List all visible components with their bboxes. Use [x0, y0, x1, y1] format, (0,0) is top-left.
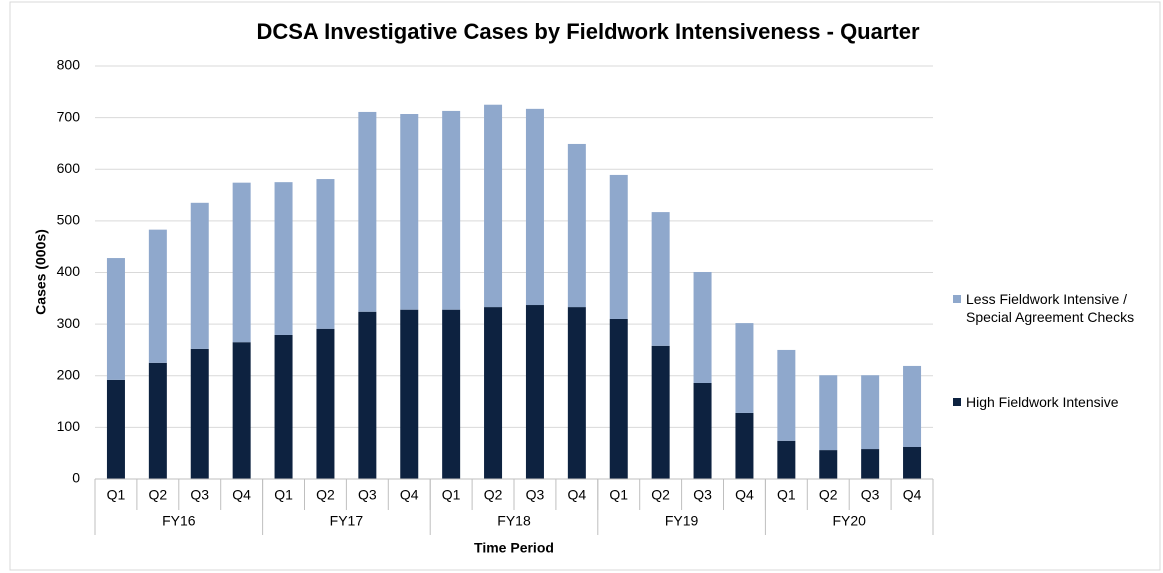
chart-title: DCSA Investigative Cases by Fieldwork In… — [256, 19, 920, 44]
bar-segment — [106, 258, 125, 380]
bar-segment — [693, 382, 712, 479]
bar-segment — [735, 323, 754, 413]
bar-segment — [190, 202, 209, 349]
bar-segment — [609, 318, 628, 479]
bar-segment — [819, 450, 838, 479]
y-tick-label: 500 — [57, 212, 81, 228]
x-tick-label: Q2 — [149, 487, 168, 503]
bar-segment — [693, 271, 712, 383]
y-axis-label: Cases (000s) — [33, 229, 49, 315]
x-tick-label: Q1 — [442, 487, 461, 503]
bar-segment — [735, 412, 754, 479]
y-tick-label: 800 — [57, 57, 81, 73]
bar-segment — [861, 375, 880, 450]
bar-segment — [567, 143, 586, 308]
y-tick-label: 400 — [57, 263, 81, 279]
y-tick-label: 700 — [57, 108, 81, 124]
bar-segment — [316, 179, 335, 329]
bar-segment — [777, 440, 796, 479]
bar-segment — [442, 309, 461, 479]
x-tick-label: Q2 — [819, 487, 838, 503]
group-label: FY20 — [832, 513, 866, 529]
x-tick-label: Q1 — [609, 487, 628, 503]
x-tick-label: Q4 — [232, 487, 251, 503]
bar-segment — [651, 212, 670, 346]
group-label: FY19 — [665, 513, 699, 529]
chart-frame — [9, 1, 1161, 571]
bar-segment — [106, 379, 125, 479]
bar-segment — [484, 307, 503, 479]
group-label: FY16 — [162, 513, 196, 529]
x-tick-label: Q2 — [316, 487, 335, 503]
x-tick-label: Q3 — [861, 487, 880, 503]
bar-segment — [316, 328, 335, 479]
legend-swatch — [953, 295, 961, 303]
x-axis-label: Time Period — [474, 540, 554, 556]
bar-segment — [148, 362, 167, 479]
bar-segment — [232, 342, 251, 479]
y-tick-label: 300 — [57, 315, 81, 331]
x-tick-label: Q2 — [484, 487, 503, 503]
bar-segment — [232, 182, 251, 343]
x-tick-label: Q3 — [358, 487, 377, 503]
x-tick-label: Q3 — [526, 487, 545, 503]
x-tick-label: Q4 — [735, 487, 754, 503]
bar-segment — [903, 365, 922, 447]
legend-label: Less Fieldwork Intensive / Special Agree… — [966, 291, 1135, 325]
x-tick-label: Q4 — [903, 487, 922, 503]
bar-segment — [358, 111, 377, 312]
x-tick-label: Q4 — [400, 487, 419, 503]
bar-segment — [567, 307, 586, 479]
y-tick-label: 600 — [57, 160, 81, 176]
bar-segment — [777, 349, 796, 441]
x-tick-label: Q1 — [777, 487, 796, 503]
legend-swatch — [953, 398, 961, 406]
bar-segment — [484, 104, 503, 308]
bar-segment — [190, 348, 209, 479]
bar-segment — [525, 108, 544, 306]
x-tick-label: Q4 — [568, 487, 587, 503]
bar-segment — [819, 375, 838, 451]
bar-segment — [903, 446, 922, 479]
bar-segment — [861, 449, 880, 479]
x-tick-label: Q1 — [107, 487, 126, 503]
bar-segment — [400, 309, 419, 479]
bar-segment — [525, 305, 544, 479]
group-label: FY18 — [497, 513, 531, 529]
bar-segment — [609, 174, 628, 319]
legend-label: High Fieldwork Intensive — [966, 394, 1119, 410]
x-tick-label: Q3 — [693, 487, 712, 503]
x-tick-label: Q1 — [274, 487, 293, 503]
y-tick-label: 100 — [57, 418, 81, 434]
bar-segment — [442, 110, 461, 310]
bar-segment — [400, 114, 419, 310]
y-tick-label: 200 — [57, 366, 81, 382]
bar-segment — [651, 345, 670, 479]
bar-segment — [358, 311, 377, 479]
bar-segment — [274, 334, 293, 479]
bar-segment — [148, 229, 167, 363]
x-tick-label: Q3 — [190, 487, 209, 503]
y-tick-label: 0 — [72, 470, 80, 486]
x-tick-label: Q2 — [651, 487, 670, 503]
group-label: FY17 — [330, 513, 364, 529]
bar-segment — [274, 182, 293, 335]
